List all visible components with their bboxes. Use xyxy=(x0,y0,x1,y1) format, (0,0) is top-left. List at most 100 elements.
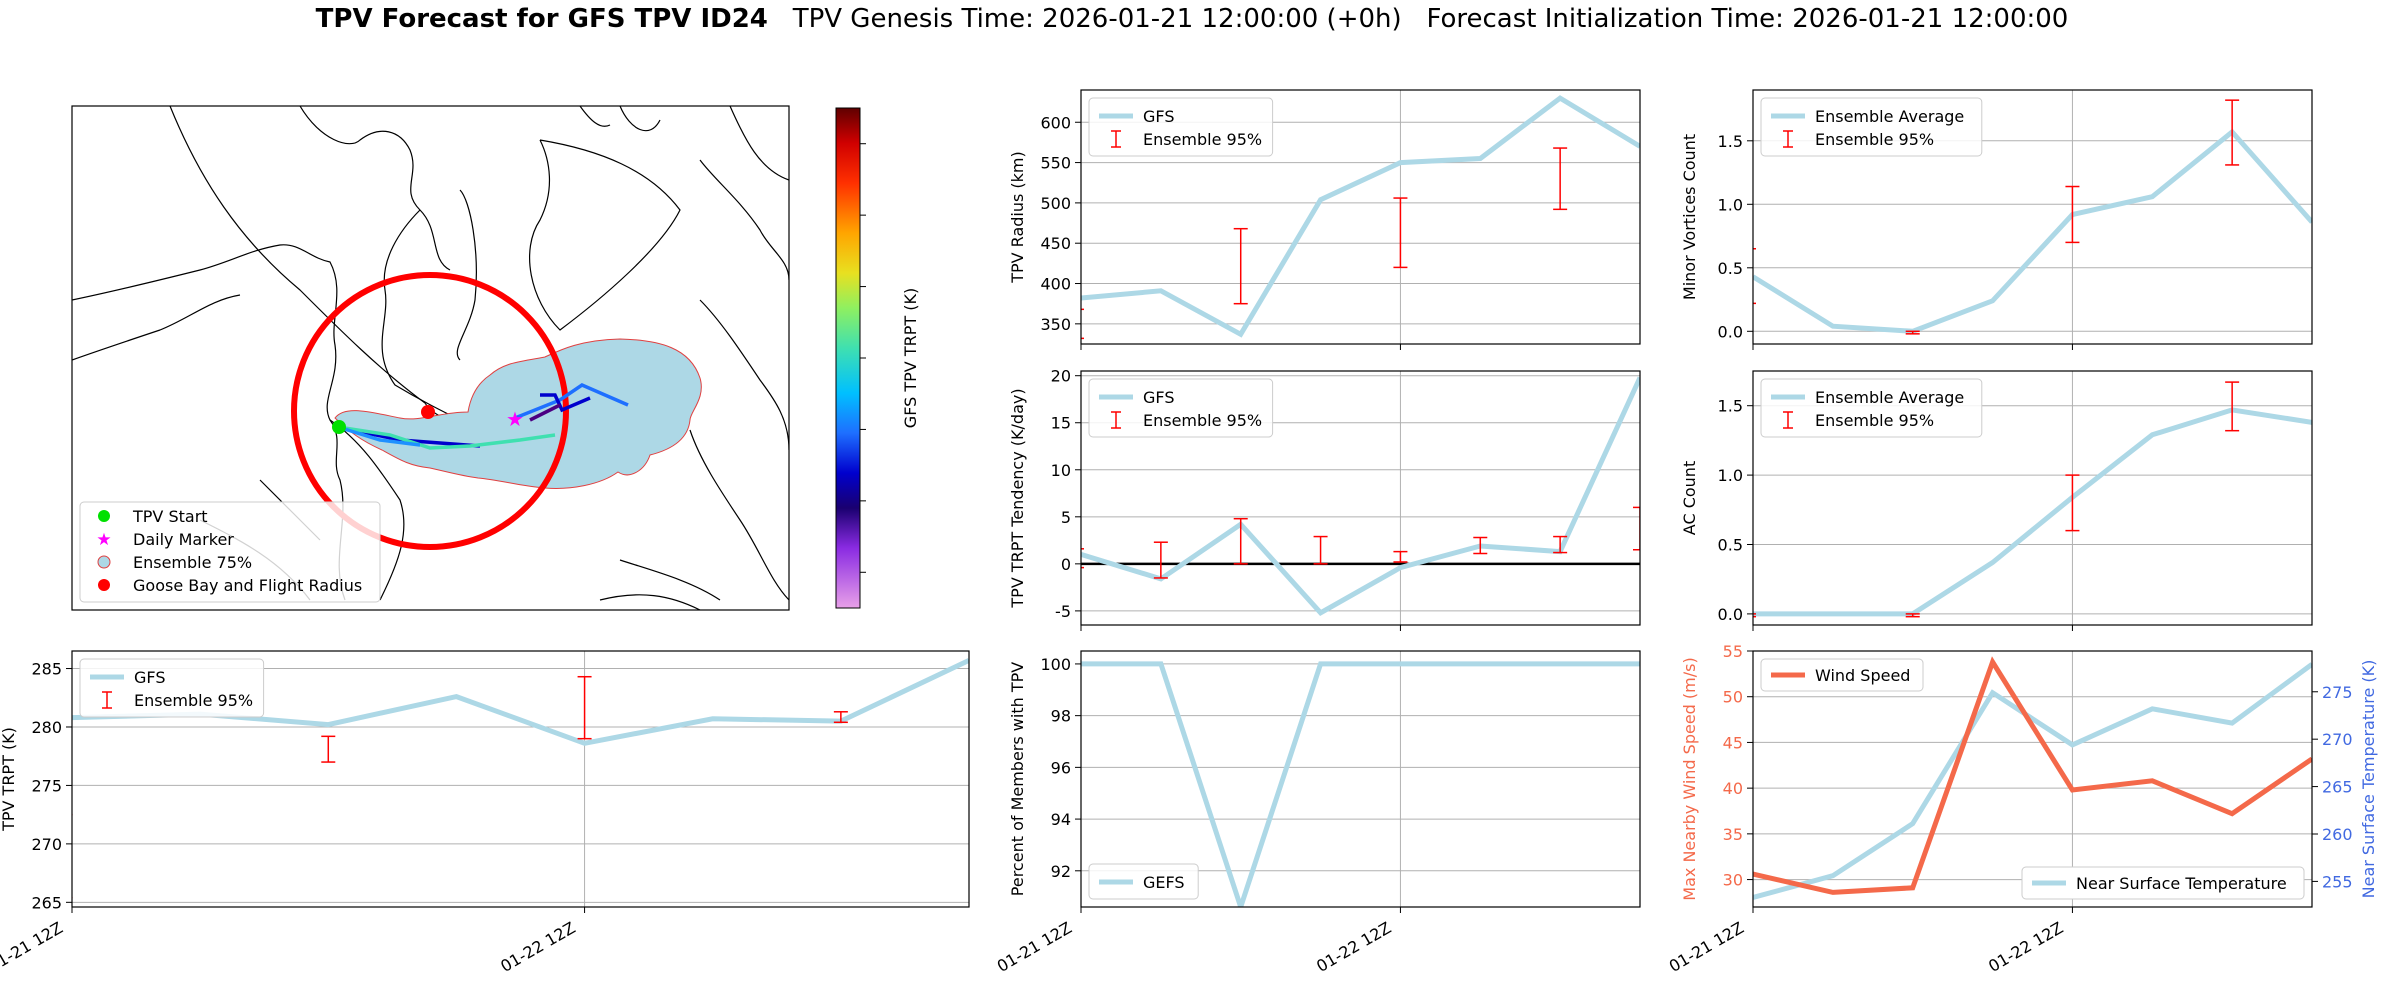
y2-tick-label: 265 xyxy=(2322,778,2353,797)
y-tick-label: 265 xyxy=(31,893,62,912)
y-tick-label: 98 xyxy=(1051,707,1071,726)
y-tick-label: 0.0 xyxy=(1718,605,1743,624)
errorbar xyxy=(1393,550,1408,563)
y2-tick-label: 270 xyxy=(2322,730,2353,749)
y-tick-label: 0.0 xyxy=(1718,322,1743,341)
series-line xyxy=(1081,376,1640,616)
legend-item: TPV Start xyxy=(132,507,208,526)
y-axis-label: Minor Vortices Count xyxy=(1680,134,1699,300)
y-tick-label: 55 xyxy=(1723,642,1743,661)
y-tick-label: 30 xyxy=(1723,871,1743,890)
y-axis-label: TPV TRPT Tendency (K/day) xyxy=(1008,388,1027,608)
legend-label: GFS xyxy=(1143,388,1174,407)
y-tick-label: 285 xyxy=(31,660,62,679)
legend-box xyxy=(1760,97,1983,157)
errorbar xyxy=(1233,227,1248,305)
legend-goose-bay-icon xyxy=(98,579,110,591)
errorbar xyxy=(1473,536,1488,555)
plot-frame xyxy=(1752,89,2313,345)
errorbar xyxy=(72,813,73,899)
y-axis-label: TPV TRPT (K) xyxy=(0,727,18,832)
colorbar-ticks xyxy=(860,143,866,573)
series-line xyxy=(1081,95,1640,338)
ensemble-75-region xyxy=(334,338,702,489)
errorbar xyxy=(2065,474,2080,532)
legend-item: Daily Marker xyxy=(133,530,234,549)
y-tick-label: 280 xyxy=(31,718,62,737)
legend-box xyxy=(1760,378,1983,438)
wind-speed-line xyxy=(1753,656,2312,895)
y-tick-label: 92 xyxy=(1051,862,1071,881)
y-tick-label: 350 xyxy=(1040,315,1071,334)
x-tick-label: 01-22 12Z xyxy=(1313,918,1394,976)
series-line xyxy=(1081,661,1640,907)
legend-label: Ensemble Average xyxy=(1815,388,1964,407)
y-tick-label: 15 xyxy=(1051,414,1071,433)
legend-box xyxy=(1088,97,1274,157)
legend-label: Ensemble 95% xyxy=(1815,130,1934,149)
y-tick-label: 0.5 xyxy=(1718,535,1743,554)
series-line xyxy=(1753,407,2312,617)
legend-ensemble-75-icon xyxy=(97,555,111,569)
x-tick-label: 01-21 12Z xyxy=(1666,918,1747,976)
y-tick-label: 94 xyxy=(1051,810,1071,829)
legend-label: Wind Speed xyxy=(1815,666,1910,685)
errorbar xyxy=(2225,381,2240,432)
chart-tpv-trpt: 265 270 275 280 285 01-21 12Z 01-22 12Z GFS Ense… xyxy=(0,650,970,976)
y2-tick-label: 255 xyxy=(2322,872,2353,891)
temperature-line xyxy=(1753,662,2312,900)
errorbar xyxy=(1753,613,1757,618)
y-axis-label: TPV Radius (km) xyxy=(1008,151,1027,284)
errorbar xyxy=(1753,248,1757,305)
errorbar xyxy=(1313,535,1328,565)
errorbar xyxy=(1905,613,1920,618)
x-tick-label: 01-22 12Z xyxy=(1985,918,2066,976)
legend-tpv-start-icon xyxy=(98,510,110,522)
x-tick-label: 01-21 12Z xyxy=(994,918,1075,976)
title-bold: TPV Forecast for GFS TPV ID24 xyxy=(315,4,768,34)
y-tick-label: 1.5 xyxy=(1718,132,1743,151)
legend-label: GFS xyxy=(134,668,165,687)
y-axis-label: AC Count xyxy=(1680,461,1699,535)
errorbar xyxy=(577,675,592,740)
legend-label: GFS xyxy=(1143,107,1174,126)
plot-frame xyxy=(1752,370,2313,626)
legend-daily-marker-icon: ★ xyxy=(96,530,111,550)
x-tick-label: 01-21 12Z xyxy=(0,918,66,976)
legend-label: Ensemble 95% xyxy=(134,691,253,710)
y-tick-label: 0.5 xyxy=(1718,259,1743,278)
errorbar xyxy=(833,711,848,724)
errorbar xyxy=(1393,197,1408,269)
y-tick-label: 450 xyxy=(1040,234,1071,253)
y-tick-label: 1.0 xyxy=(1718,466,1743,485)
y-tick-label: 600 xyxy=(1040,113,1071,132)
legend-item: Ensemble 75% xyxy=(133,553,252,572)
title-init-time: Forecast Initialization Time: 2026-01-21… xyxy=(1426,4,2069,34)
y-tick-label: 35 xyxy=(1723,825,1743,844)
errorbar xyxy=(2065,185,2080,244)
y-tick-label: 0 xyxy=(1061,555,1071,574)
errorbar xyxy=(1233,517,1248,565)
y-tick-label: 270 xyxy=(31,835,62,854)
title-genesis-time: TPV Genesis Time: 2026-01-21 12:00:00 (+… xyxy=(792,4,1402,34)
x-tick-label: 01-22 12Z xyxy=(497,918,578,976)
tpv-start-marker xyxy=(332,420,346,434)
y-tick-label: 20 xyxy=(1051,367,1071,386)
errorbar xyxy=(2225,99,2240,166)
tpv-tracks xyxy=(337,383,629,450)
plot-frame xyxy=(1080,89,1641,345)
y-axis-label: Percent of Members with TPV xyxy=(1008,662,1027,896)
legend-label: Near Surface Temperature xyxy=(2076,874,2287,893)
y2-axis-label: Near Surface Temperature (K) xyxy=(2359,660,2378,899)
y-tick-label: 50 xyxy=(1723,688,1743,707)
colorbar-label: GFS TPV TRPT (K) xyxy=(901,288,920,428)
legend-box xyxy=(1760,658,1924,692)
y-tick-label: 1.5 xyxy=(1718,397,1743,416)
map-legend: ★ TPV Start Daily Marker Ensemble 75% Go… xyxy=(79,501,381,603)
y-tick-label: 5 xyxy=(1061,508,1071,527)
legend-box xyxy=(2021,866,2305,900)
errorbar xyxy=(1081,548,1085,569)
y-tick-label: 550 xyxy=(1040,154,1071,173)
chart-wind-temperature: 30 35 40 45 50 55 01-21 12Z 01-22 12Z 255 260 265 2… xyxy=(1666,642,2378,976)
